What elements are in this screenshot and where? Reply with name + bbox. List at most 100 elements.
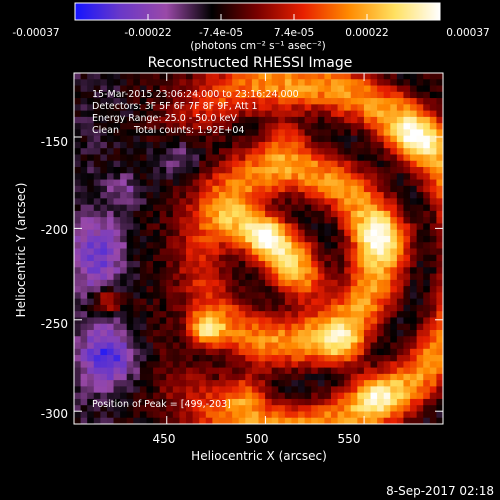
heatmap-cell: [423, 248, 431, 256]
heatmap-cell: [251, 210, 260, 218]
heatmap-cell: [383, 135, 391, 143]
heatmap-cell: [317, 229, 325, 237]
heatmap-cell: [390, 179, 398, 187]
heatmap-cell: [344, 229, 352, 237]
heatmap-cell: [113, 148, 121, 156]
heatmap-cell: [304, 254, 312, 262]
heatmap-cell: [80, 217, 88, 225]
heatmap-cell: [106, 398, 115, 406]
heatmap-cell: [212, 116, 220, 124]
heatmap-cell: [416, 148, 424, 156]
heatmap-cell: [126, 192, 134, 199]
heatmap-cell: [218, 336, 227, 344]
heatmap-cell: [212, 229, 220, 237]
heatmap-cell: [93, 116, 101, 124]
heatmap-cell: [363, 342, 372, 350]
heatmap-cell: [100, 380, 108, 387]
heatmap-cell: [298, 185, 306, 193]
heatmap-cell: [87, 110, 95, 118]
heatmap-cell: [80, 336, 88, 344]
heatmap-cell: [416, 104, 424, 112]
heatmap-cell: [284, 398, 293, 406]
heatmap-cell: [403, 261, 411, 268]
heatmap-cell: [298, 179, 306, 187]
heatmap-cell: [284, 373, 293, 381]
heatmap-cell: [370, 135, 378, 143]
heatmap-cell: [337, 167, 345, 174]
heatmap-cell: [100, 85, 108, 93]
heatmap-cell: [232, 185, 240, 193]
heatmap-cell: [238, 110, 246, 118]
heatmap-cell: [390, 298, 398, 306]
heatmap-cell: [238, 173, 246, 181]
heatmap-cell: [245, 355, 253, 362]
heatmap-cell: [370, 160, 378, 168]
heatmap-cell: [218, 167, 227, 174]
heatmap-cell: [199, 398, 207, 406]
heatmap-cell: [186, 405, 194, 413]
heatmap-cell: [106, 254, 115, 262]
heatmap-cell: [350, 317, 358, 325]
heatmap-cell: [212, 185, 220, 193]
heatmap-cell: [363, 148, 372, 156]
heatmap-cell: [186, 298, 194, 306]
heatmap-cell: [205, 311, 213, 319]
heatmap-cell: [218, 223, 227, 231]
heatmap-cell: [106, 242, 115, 250]
heatmap-cell: [179, 242, 187, 250]
heatmap-cell: [139, 217, 148, 225]
detectors-text: Detectors: 3F 5F 6F 7F 8F 9F, Att 1: [92, 101, 258, 112]
heatmap-cell: [298, 267, 306, 275]
heatmap-cell: [284, 160, 293, 168]
heatmap-cell: [298, 311, 306, 319]
heatmap-cell: [113, 267, 121, 275]
heatmap-cell: [245, 254, 253, 262]
heatmap-cell: [390, 273, 398, 281]
heatmap-cell: [238, 329, 246, 337]
heatmap-cell: [74, 373, 82, 381]
heatmap-cell: [245, 267, 253, 275]
heatmap-cell: [87, 417, 95, 424]
heatmap-cell: [245, 380, 253, 387]
heatmap-cell: [212, 405, 220, 413]
heatmap-cell: [251, 386, 260, 394]
heatmap-cell: [133, 405, 141, 413]
heatmap-cell: [436, 361, 443, 369]
heatmap-cell: [337, 386, 345, 394]
heatmap-cell: [350, 286, 358, 293]
heatmap-cell: [139, 173, 148, 181]
heatmap-cell: [113, 91, 121, 99]
heatmap-cell: [377, 173, 385, 181]
heatmap-cell: [93, 417, 101, 424]
heatmap-cell: [212, 79, 220, 87]
heatmap-cell: [357, 167, 365, 174]
heatmap-cell: [186, 85, 194, 93]
heatmap-cell: [166, 254, 174, 262]
heatmap-cell: [390, 311, 398, 319]
heatmap-cell: [80, 254, 88, 262]
heatmap-cell: [390, 235, 398, 243]
heatmap-cell: [350, 110, 358, 118]
heatmap-cell: [172, 298, 181, 306]
heatmap-cell: [192, 217, 200, 225]
heatmap-cell: [87, 135, 95, 143]
heatmap-cell: [377, 185, 385, 193]
heatmap-cell: [113, 261, 121, 268]
heatmap-cell: [80, 185, 88, 193]
heatmap-cell: [370, 380, 378, 387]
heatmap-cell: [357, 104, 365, 112]
heatmap-cell: [317, 129, 325, 137]
heatmap-cell: [278, 405, 286, 413]
heatmap-cell: [225, 398, 233, 406]
heatmap-cell: [106, 173, 115, 181]
heatmap-cell: [337, 317, 345, 325]
heatmap-cell: [159, 329, 167, 337]
heatmap-cell: [258, 154, 266, 162]
heatmap-cell: [304, 123, 312, 131]
heatmap-cell: [80, 405, 88, 413]
heatmap-image: [74, 73, 443, 424]
heatmap-cell: [159, 160, 167, 168]
heatmap-cell: [363, 141, 372, 149]
heatmap-cell: [337, 148, 345, 156]
heatmap-cell: [377, 398, 385, 406]
